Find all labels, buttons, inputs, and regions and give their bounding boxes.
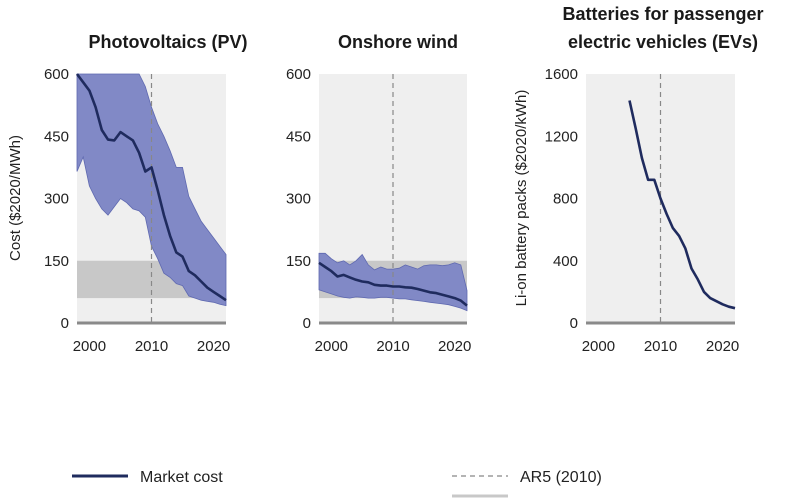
y-tick-label: 600	[44, 66, 69, 83]
market-cost-line	[628, 100, 736, 310]
y-tick-label: 0	[570, 315, 578, 332]
y-tick-label: 1600	[545, 66, 578, 83]
y-tick-label: 150	[44, 253, 69, 270]
x-tick-label: 2020	[197, 338, 230, 355]
x-tick-label: 2000	[73, 338, 106, 355]
legend-market-cost-label: Market cost	[140, 469, 223, 486]
panel-3: 0 400 800 1200 1600 2000 2010 2020 Batteries for…	[513, 4, 764, 355]
chart-title: Batteries for passenger	[562, 4, 763, 24]
y-tick-label: 300	[286, 191, 311, 208]
y-tick-label: 300	[44, 191, 69, 208]
y-tick-label: 450	[286, 128, 311, 145]
y-tick-label: 150	[286, 253, 311, 270]
y-tick-label: 800	[553, 191, 578, 208]
chart-title: electric vehicles (EVs)	[568, 32, 758, 52]
y-tick-label: 0	[303, 315, 311, 332]
panel-1: 0 150 300 450 600 2000 2010 2020 Photovoltaics (…	[7, 32, 248, 355]
y-axis-label: Cost ($2020/MWh)	[7, 135, 24, 261]
legend: Market cost AR5 (2010)	[72, 469, 602, 498]
x-tick-label: 2000	[315, 338, 348, 355]
y-tick-label: 600	[286, 66, 311, 83]
market-cost-line	[75, 73, 227, 302]
legend-ar5-label: AR5 (2010)	[520, 469, 602, 486]
panel-2: 0 150 300 450 600 2000 2010 2020 Onshore wind	[286, 32, 471, 355]
cost-range-band	[76, 73, 227, 307]
y-tick-label: 0	[61, 315, 69, 332]
x-tick-label: 2020	[706, 338, 739, 355]
y-tick-label: 1200	[545, 128, 578, 145]
x-tick-label: 2020	[438, 338, 471, 355]
y-tick-label: 400	[553, 253, 578, 270]
market-cost-line	[318, 261, 468, 307]
chart-title: Photovoltaics (PV)	[88, 32, 247, 52]
x-tick-label: 2010	[644, 338, 677, 355]
chart-title: Onshore wind	[338, 32, 458, 52]
x-tick-label: 2000	[582, 338, 615, 355]
x-tick-label: 2010	[376, 338, 409, 355]
y-tick-label: 450	[44, 128, 69, 145]
x-tick-label: 2010	[135, 338, 168, 355]
y-axis-label: Li-on battery packs ($2020/kWh)	[513, 90, 530, 307]
